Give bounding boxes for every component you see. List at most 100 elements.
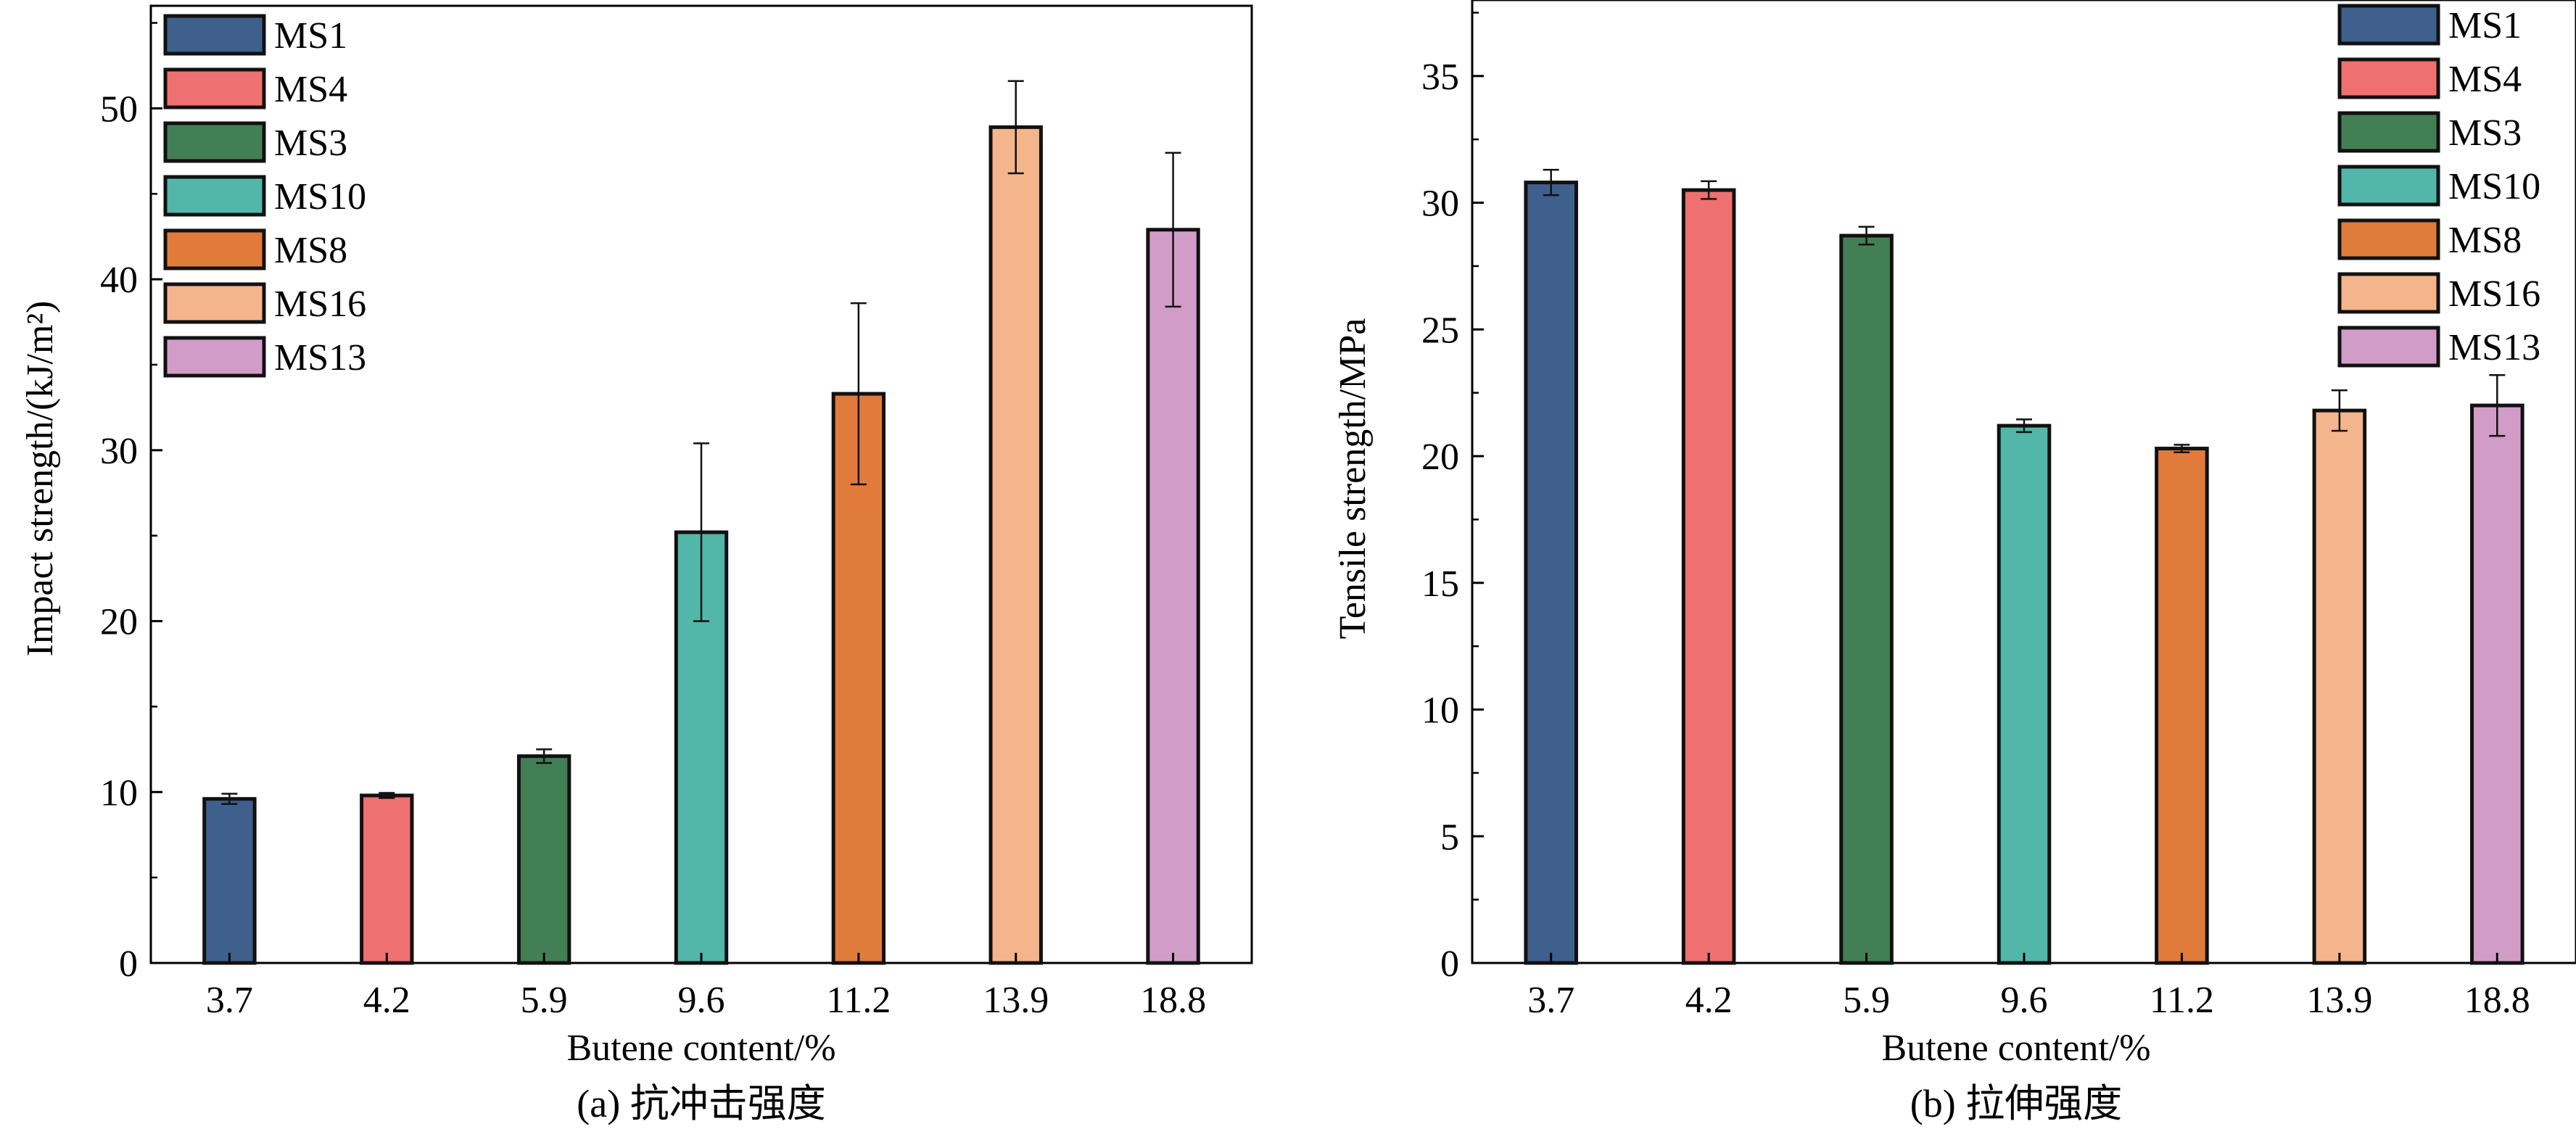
x-tick-label-a: 4.2 <box>363 980 410 1021</box>
x-tick-label-a: 3.7 <box>206 980 253 1021</box>
legend-swatch <box>2337 218 2440 260</box>
legend-item-ms1-a: MS1 <box>163 14 347 57</box>
error-bar-b <box>2174 444 2190 454</box>
legend-item-ms1-b: MS1 <box>2337 4 2522 46</box>
y-axis-title-b: Tensile strength/MPa <box>1332 318 1374 640</box>
y-tick-label-a: 0 <box>119 943 138 985</box>
legend-swatch <box>163 175 266 217</box>
chart-panel-a: 0 10 20 30 40 50 3.7 4.2 5.9 9.6 11.2 13.9 18.8 MS1… <box>20 4 1253 1125</box>
legend-item-ms16-b: MS16 <box>2337 272 2540 315</box>
x-axis-title-a: Butene content/% <box>566 1028 835 1069</box>
y-tick-label-a: 40 <box>100 260 138 301</box>
error-bar-a <box>379 792 395 799</box>
legend-label: MS10 <box>274 176 366 218</box>
y-tick-label-b: 10 <box>1421 690 1459 732</box>
y-tick-label-b: 0 <box>1440 943 1459 985</box>
legend-item-ms4-b: MS4 <box>2337 57 2522 100</box>
legend-item-ms8-a: MS8 <box>163 228 347 271</box>
bar-ms3-b <box>1839 233 1894 965</box>
error-bars-a <box>221 80 1181 806</box>
error-bar-a <box>536 748 553 764</box>
x-tick-label-b: 9.6 <box>2001 980 2048 1021</box>
legend-swatch <box>163 67 266 109</box>
x-tick-label-a: 13.9 <box>983 980 1049 1021</box>
bar-ms4-b <box>1681 188 1736 965</box>
legend-swatch <box>163 336 266 378</box>
legend-swatch <box>163 282 266 324</box>
legend-label: MS13 <box>274 337 366 379</box>
x-tick-label-b: 11.2 <box>2150 980 2214 1021</box>
legend-swatch <box>2337 4 2440 46</box>
y-tick-label-a: 20 <box>100 602 138 643</box>
y-axis-a: 0 10 20 30 40 50 <box>100 22 162 985</box>
legend-label: MS8 <box>2448 220 2522 261</box>
y-axis-title-a: Impact strength/(kJ/m²) <box>20 301 61 657</box>
bar-ms13-b <box>2469 403 2525 965</box>
legend-item-ms3-b: MS3 <box>2337 111 2522 154</box>
x-tick-label-a: 9.6 <box>678 980 725 1021</box>
legend-item-ms16-a: MS16 <box>163 282 366 325</box>
y-tick-label-a: 10 <box>100 772 138 814</box>
legend-swatch <box>163 14 266 56</box>
legend-label: MS4 <box>274 69 347 110</box>
bar-ms16-a <box>988 125 1043 965</box>
legend-label: MS1 <box>274 15 347 57</box>
y-tick-label-b: 15 <box>1421 563 1459 605</box>
legend-label: MS4 <box>2448 59 2522 100</box>
legend-label: MS10 <box>2448 166 2540 207</box>
error-bar-b <box>2489 373 2506 437</box>
error-bar-b <box>1858 226 1875 246</box>
legend-swatch <box>163 228 266 270</box>
legend-a: MS1 MS4 MS3 MS10 MS8 MS16 MS13 <box>163 14 366 379</box>
y-tick-label-a: 50 <box>100 88 138 130</box>
legend-b: MS1 MS4 MS3 MS10 MS8 MS16 MS13 <box>2337 4 2540 368</box>
legend-label: MS8 <box>274 230 347 271</box>
y-tick-label-b: 30 <box>1421 183 1459 225</box>
y-tick-label-b: 5 <box>1440 816 1459 858</box>
legend-label: MS13 <box>2448 327 2540 368</box>
legend-swatch <box>2337 57 2440 99</box>
bar-ms1-a <box>202 797 257 965</box>
legend-swatch <box>2337 326 2440 368</box>
bar-ms3-a <box>516 754 571 965</box>
error-bar-b <box>1543 168 1559 197</box>
error-bar-a <box>1007 80 1024 175</box>
x-tick-label-b: 4.2 <box>1685 980 1733 1021</box>
y-tick-label-b: 35 <box>1421 57 1459 98</box>
x-axis-title-b: Butene content/% <box>1881 1028 2150 1069</box>
legend-swatch <box>2337 165 2440 207</box>
legend-item-ms13-a: MS13 <box>163 336 366 379</box>
x-tick-label-a: 11.2 <box>826 980 891 1021</box>
x-tick-label-b: 18.8 <box>2464 980 2530 1021</box>
caption-a: (a) 抗冲击强度 <box>577 1082 825 1125</box>
bar-ms16-b <box>2312 408 2367 965</box>
bar-ms1-b <box>1524 181 1579 965</box>
bar-ms8-b <box>2155 447 2209 965</box>
x-tick-label-b: 13.9 <box>2306 980 2372 1021</box>
legend-item-ms4-a: MS4 <box>163 67 347 110</box>
legend-item-ms8-b: MS8 <box>2337 218 2522 261</box>
x-tick-label-b: 5.9 <box>1843 980 1890 1021</box>
legend-item-ms13-b: MS13 <box>2337 326 2540 368</box>
error-bar-b <box>1701 180 1717 200</box>
x-axis-a: 3.7 4.2 5.9 9.6 11.2 13.9 18.8 <box>206 953 1206 1021</box>
legend-swatch <box>2337 111 2440 153</box>
y-tick-label-a: 30 <box>100 431 138 472</box>
error-bar-b <box>2331 389 2348 432</box>
y-tick-label-b: 25 <box>1421 310 1459 351</box>
error-bar-a <box>1165 152 1181 308</box>
x-tick-label-a: 5.9 <box>521 980 568 1021</box>
error-bar-a <box>693 442 709 622</box>
legend-item-ms3-a: MS3 <box>163 121 347 164</box>
legend-item-ms10-b: MS10 <box>2337 165 2540 207</box>
legend-label: MS3 <box>2448 112 2522 154</box>
error-bar-a <box>850 302 867 486</box>
y-tick-label-b: 20 <box>1421 437 1459 478</box>
legend-label: MS3 <box>274 123 347 164</box>
caption-b: (b) 拉伸强度 <box>1910 1082 2122 1125</box>
legend-swatch <box>163 121 266 163</box>
bar-ms10-b <box>1997 423 2052 965</box>
x-axis-b: 3.7 4.2 5.9 9.6 11.2 13.9 18.8 <box>1527 953 2530 1021</box>
